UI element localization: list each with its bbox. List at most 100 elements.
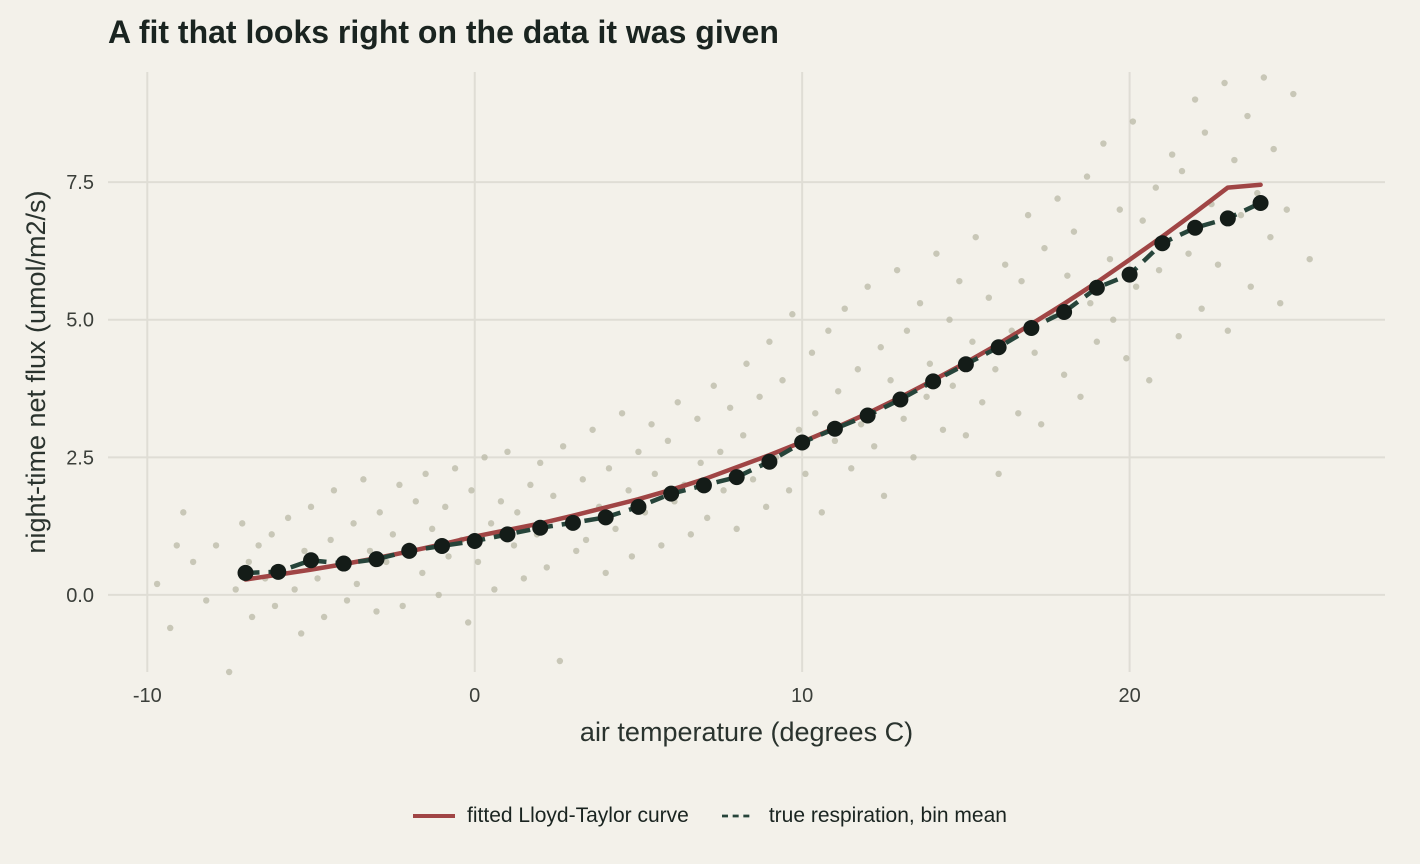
bin-mean-point xyxy=(1154,235,1171,252)
bin-mean-point xyxy=(794,434,811,451)
bin-mean-point xyxy=(990,339,1007,356)
scatter-point xyxy=(887,377,894,384)
scatter-point xyxy=(1185,250,1192,257)
scatter-point xyxy=(271,602,279,610)
scatter-point xyxy=(307,503,315,511)
scatter-point xyxy=(1106,255,1114,263)
scatter-point xyxy=(497,498,505,505)
scatter-point xyxy=(979,399,986,406)
scatter-point xyxy=(376,509,383,516)
scatter-point xyxy=(808,349,816,356)
scatter-point xyxy=(1283,206,1290,213)
scatter-point xyxy=(812,410,819,417)
bin-mean-point xyxy=(728,469,745,486)
scatter-point xyxy=(445,553,452,560)
scatter-point xyxy=(900,415,907,422)
scatter-point xyxy=(995,470,1002,478)
scatter-point xyxy=(1031,349,1038,356)
scatter-point xyxy=(435,591,442,599)
scatter-point xyxy=(694,415,701,422)
scatter-point xyxy=(933,250,940,257)
scatter-point xyxy=(785,487,793,494)
scatter-point xyxy=(605,465,613,472)
scatter-point xyxy=(474,558,482,566)
scatter-point xyxy=(412,498,419,505)
scatter-point xyxy=(651,470,659,478)
legend-label-fit: fitted Lloyd-Taylor curve xyxy=(467,804,689,827)
scatter-point xyxy=(1260,74,1268,81)
bin-mean-point xyxy=(1219,210,1236,227)
scatter-point xyxy=(969,338,976,345)
bin-mean-point xyxy=(663,485,680,502)
x-tick-label: 0 xyxy=(469,685,480,707)
scatter-point xyxy=(1018,277,1025,285)
scatter-point xyxy=(464,619,472,626)
chart-title: A fit that looks right on the data it wa… xyxy=(108,14,779,50)
scatter-point xyxy=(612,525,619,533)
scatter-point xyxy=(239,520,246,527)
bin-mean-point xyxy=(303,552,320,569)
bin-mean-point xyxy=(859,407,876,424)
scatter-point xyxy=(373,608,380,615)
scatter-point xyxy=(910,454,917,461)
scatter-point xyxy=(1064,272,1071,279)
scatter-point xyxy=(559,443,567,450)
scatter-point xyxy=(468,487,475,494)
y-tick-label: 2.5 xyxy=(66,447,94,469)
scatter-point xyxy=(854,366,862,373)
scatter-point xyxy=(1132,283,1140,290)
scatter-point xyxy=(180,509,187,516)
scatter-point xyxy=(602,569,609,577)
scatter-point xyxy=(1247,283,1254,290)
scatter-point xyxy=(527,481,534,489)
scatter-point xyxy=(880,492,888,500)
bin-mean-point xyxy=(826,420,843,437)
scatter-point xyxy=(396,481,403,489)
scatter-point xyxy=(1254,189,1261,197)
scatter-point xyxy=(1093,338,1101,345)
bin-mean-point xyxy=(433,537,450,554)
scatter-point xyxy=(893,266,901,274)
scatter-point xyxy=(350,520,357,527)
scatter-point xyxy=(625,487,632,494)
chart-plot: -10 0 10 20 0.0 2.5 5.0 7.5 air temperature (deg… xyxy=(21,72,1385,747)
bin-mean-point xyxy=(270,563,287,580)
scatter-point xyxy=(167,624,174,632)
scatter-point xyxy=(1237,211,1245,219)
bin-mean-point xyxy=(1252,195,1269,212)
scatter-point xyxy=(481,454,488,461)
scatter-point xyxy=(248,613,256,621)
scatter-point xyxy=(946,316,953,323)
scatter-point xyxy=(1270,145,1277,153)
scatter-point xyxy=(789,311,796,318)
scatter-point xyxy=(628,553,636,560)
scatter-point xyxy=(749,476,757,483)
scatter-point xyxy=(556,657,564,665)
scatter-point xyxy=(923,393,930,400)
scatter-point xyxy=(314,575,321,582)
scatter-point xyxy=(189,558,197,566)
scatter-point xyxy=(841,305,848,312)
x-tick-label: 20 xyxy=(1118,685,1140,707)
scatter-point xyxy=(697,459,704,467)
scatter-point xyxy=(635,448,642,456)
scatter-point xyxy=(1008,327,1015,334)
scatter-point xyxy=(1083,173,1091,180)
scatter-point xyxy=(857,421,865,428)
scatter-point xyxy=(648,421,655,428)
bin-mean-point xyxy=(368,551,385,568)
bin-mean-point xyxy=(335,555,352,572)
scatter-point xyxy=(1100,140,1107,147)
scatter-point xyxy=(1129,118,1137,125)
scatter-point xyxy=(618,410,626,417)
scatter-point xyxy=(327,536,334,544)
x-tick-label: -10 xyxy=(133,685,162,707)
scatter-point xyxy=(419,569,426,577)
scatter-point xyxy=(1070,228,1078,235)
legend-key-truth xyxy=(721,814,750,818)
scatter-point xyxy=(877,344,884,351)
scatter-point xyxy=(704,514,711,522)
scatter-point xyxy=(589,426,596,433)
bin-mean-point xyxy=(1056,304,1073,320)
scatter-point xyxy=(245,558,252,566)
